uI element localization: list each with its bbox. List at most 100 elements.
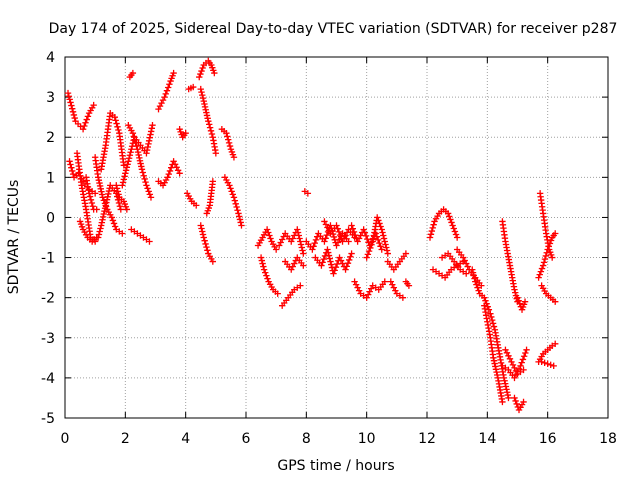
plus-marks: [511, 394, 527, 414]
series-t46: [487, 310, 512, 402]
plus-marks: [196, 57, 218, 81]
plus-marks: [183, 190, 200, 209]
x-axis-label: GPS time / hours: [277, 458, 394, 474]
plus-marks: [481, 302, 506, 406]
series-t35: [351, 278, 388, 301]
series-t30: [301, 188, 312, 197]
plus-marks: [538, 358, 557, 370]
series-t50: [499, 218, 521, 305]
plus-marks: [282, 254, 307, 273]
plus-marks: [312, 246, 355, 277]
series-t37: [384, 250, 410, 273]
series-t40: [426, 206, 461, 241]
series-t26: [257, 254, 281, 297]
series-t47: [499, 346, 530, 382]
plus-marks: [438, 250, 470, 277]
y-tick-label: 4: [46, 50, 55, 66]
plus-marks: [499, 346, 530, 382]
series-t48: [502, 346, 527, 378]
series-t22: [203, 178, 217, 217]
plus-marks: [128, 226, 153, 245]
x-tick-label: 4: [181, 431, 190, 447]
series-t6: [94, 182, 125, 241]
plus-marks: [73, 150, 99, 245]
series-t32: [312, 246, 355, 277]
plus-marks: [535, 230, 559, 281]
plus-marks: [429, 258, 467, 281]
plus-marks: [487, 310, 512, 402]
series-t1: [64, 89, 97, 133]
series-t53: [538, 282, 559, 305]
plus-marks: [218, 126, 238, 161]
data-series: [64, 57, 559, 414]
y-tick-label: 3: [46, 90, 55, 106]
series-t23: [218, 126, 238, 161]
y-tick-label: 0: [46, 210, 55, 226]
plus-marks: [321, 218, 358, 245]
plus-marks: [387, 278, 407, 301]
y-tick-label: -5: [41, 411, 55, 427]
series-t38: [387, 278, 407, 301]
plus-marks: [279, 282, 304, 309]
x-tick-label: 10: [358, 431, 376, 447]
plus-marks: [426, 206, 461, 241]
series-t13: [126, 69, 137, 81]
series-t21: [197, 222, 217, 265]
series-t19: [196, 57, 218, 81]
series-t33: [321, 218, 358, 245]
x-tick-label: 16: [539, 431, 557, 447]
series-t20: [197, 85, 220, 157]
plus-marks: [126, 69, 137, 81]
plus-marks: [176, 126, 189, 141]
series-t15: [155, 158, 183, 189]
plus-marks: [502, 346, 527, 378]
series-t9: [113, 182, 131, 213]
series-t5: [82, 174, 100, 213]
x-tick-label: 14: [478, 431, 496, 447]
series-t44: [469, 266, 493, 313]
series-t24: [221, 174, 245, 229]
x-tick-label: 0: [61, 431, 70, 447]
plus-marks: [76, 218, 100, 245]
series-t17: [185, 83, 197, 93]
y-tick-label: -3: [41, 331, 55, 347]
plus-marks: [94, 182, 125, 241]
series-t11: [125, 121, 155, 201]
series-t45: [481, 302, 506, 406]
series-t14: [155, 69, 177, 113]
series-t36: [363, 214, 391, 261]
plus-marks: [499, 218, 521, 305]
plus-marks: [514, 294, 529, 313]
plus-marks: [197, 85, 220, 157]
plus-marks: [125, 121, 155, 201]
series-t42: [429, 258, 467, 281]
plus-marks: [469, 266, 493, 313]
series-t18: [183, 190, 200, 209]
plus-marks: [538, 282, 559, 305]
plus-marks: [185, 83, 197, 93]
plot-frame: [64, 56, 609, 419]
x-tick-label: 2: [121, 431, 130, 447]
plus-marks: [221, 174, 245, 229]
plus-marks: [64, 89, 97, 133]
plus-marks: [155, 158, 183, 189]
plus-marks: [275, 226, 307, 257]
series-t51: [514, 294, 529, 313]
series-t43: [438, 250, 470, 277]
y-tick-label: 2: [46, 130, 55, 146]
plus-marks: [402, 278, 413, 289]
series-t12: [128, 226, 153, 245]
y-tick-labels: 4 3 2 1 0 -1 -2 -3 -4 -5: [41, 50, 55, 427]
plus-marks: [351, 278, 388, 301]
plus-marks: [254, 226, 280, 253]
series-t7: [98, 109, 128, 173]
series-t49: [511, 394, 527, 414]
plus-marks: [203, 178, 217, 217]
plus-marks: [98, 109, 128, 173]
series-t29: [282, 254, 307, 273]
x-tick-label: 18: [599, 431, 617, 447]
series-t3: [73, 150, 99, 245]
chart-title: Day 174 of 2025, Sidereal Day-to-day VTE…: [49, 21, 618, 37]
y-tick-label: 1: [46, 170, 55, 186]
